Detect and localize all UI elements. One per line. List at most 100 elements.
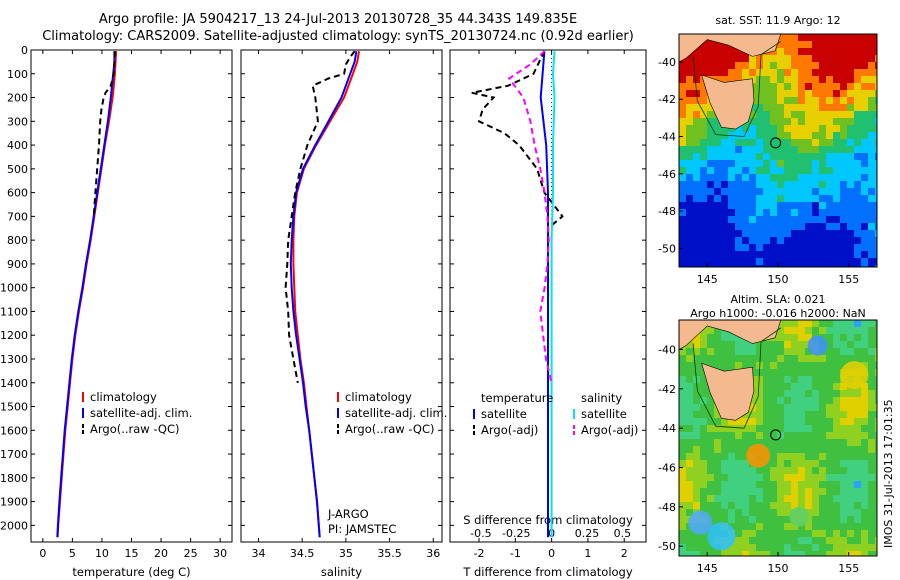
sla-map-cell (728, 432, 735, 439)
temp-ytick-label: 2000 (0, 519, 28, 532)
sla-map-cell (679, 404, 686, 411)
sst-map-cell (686, 139, 693, 146)
sla-map-cell (749, 432, 756, 439)
sla-map-anomaly-blob (707, 522, 736, 551)
sla-map-cell (840, 348, 847, 355)
sla-map-cell (714, 495, 721, 502)
sst-map-cell (819, 111, 826, 118)
sst-map-cell (805, 202, 812, 209)
sst-map-cell (686, 167, 693, 174)
sst-map-cell (875, 188, 877, 195)
sst-map-cell (700, 104, 707, 111)
sla-map-cell (854, 544, 861, 551)
sla-map-cell (686, 530, 693, 537)
sst-map-cell (728, 55, 735, 62)
sla-map-cell (868, 376, 875, 383)
sla-map-cell (847, 453, 854, 460)
sla-map-cell (714, 432, 721, 439)
sla-map-cell (875, 390, 877, 397)
diff-legend-label: Argo(-adj) (581, 423, 638, 437)
sst-map-cell (749, 62, 756, 69)
sst-map-cell (679, 83, 686, 90)
sst-map-cell (875, 202, 877, 209)
sst-map-cell (721, 251, 728, 258)
sst-map-cell (798, 223, 805, 230)
sla-map-cell (868, 551, 875, 556)
sst-map-cell (812, 153, 819, 160)
sla-map-cell (861, 488, 868, 495)
sst-map-cell (854, 223, 861, 230)
sst-map-cell (742, 146, 749, 153)
sla-map-cell (833, 341, 840, 348)
sla-map-cell (756, 502, 763, 509)
sst-map-cell (868, 251, 875, 258)
sla-map-cell (735, 495, 742, 502)
sst-map-cell (812, 55, 819, 62)
sla-map-cell (798, 362, 805, 369)
sst-map-cell (700, 188, 707, 195)
sst-map-cell (735, 167, 742, 174)
sla-map-cell (861, 327, 868, 334)
sst-map-cell (770, 244, 777, 251)
sla-map-cell (805, 460, 812, 467)
diff-xtick-label: 0 (548, 547, 555, 560)
sla-map-cell (798, 425, 805, 432)
sst-map-cell (812, 139, 819, 146)
sst-map-cell (728, 188, 735, 195)
sla-map-cell (735, 544, 742, 551)
sla-map-cell (777, 383, 784, 390)
sst-map-cell (749, 55, 756, 62)
sst-map-cell (756, 104, 763, 111)
temp-xtick-label: 15 (125, 547, 139, 560)
sst-map-cell (742, 153, 749, 160)
sst-map-cell (749, 125, 756, 132)
sla-map-cell (812, 530, 819, 537)
sla-map-cell (805, 334, 812, 341)
sst-map-cell (840, 167, 847, 174)
sst-map-cell (721, 125, 728, 132)
sst-map-cell (854, 146, 861, 153)
sst-map-cell (812, 41, 819, 48)
sst-map-cell (742, 195, 749, 202)
sst-map-cell (714, 118, 721, 125)
sst-map-cell (756, 111, 763, 118)
sst-map-cell (707, 139, 714, 146)
sla-map-cell (742, 446, 749, 453)
sla-map-cell (847, 334, 854, 341)
sst-map-cell (693, 160, 700, 167)
sst-map-cell (679, 195, 686, 202)
sla-map-cell (763, 544, 770, 551)
sst-map-cell (714, 167, 721, 174)
sla-map-cell (770, 397, 777, 404)
sst-map-cell (826, 69, 833, 76)
sla-map-cell (784, 355, 791, 362)
sla-map-cell (742, 355, 749, 362)
sla-map-cell (868, 523, 875, 530)
sla-map-cell (833, 453, 840, 460)
sla-map-cell (700, 544, 707, 551)
sst-map-cell (805, 209, 812, 216)
sst-map-cell (707, 258, 714, 265)
sst-map-cell (721, 167, 728, 174)
sst-map-cell (861, 97, 868, 104)
sst-map-cell (833, 181, 840, 188)
sst-map-cell (847, 125, 854, 132)
temp-xtick-label: 0 (39, 547, 46, 560)
sst-map-cell (833, 69, 840, 76)
sst-map-cell (833, 223, 840, 230)
sst-map-cell (784, 216, 791, 223)
sla-map-cell (714, 327, 721, 334)
sla-map-cell (826, 418, 833, 425)
sla-map-cell (714, 509, 721, 516)
sst-map-cell (784, 230, 791, 237)
sla-map-cell (735, 488, 742, 495)
sla-map-cell (756, 418, 763, 425)
sst-map-cell (798, 83, 805, 90)
sst-map-cell (742, 258, 749, 265)
sla-map-cell (700, 495, 707, 502)
temp-ytick-label: 500 (7, 163, 28, 176)
sst-map-cell (868, 195, 875, 202)
sla-map-cell (826, 446, 833, 453)
sst-map-cell (840, 181, 847, 188)
sla-map-cell (819, 376, 826, 383)
